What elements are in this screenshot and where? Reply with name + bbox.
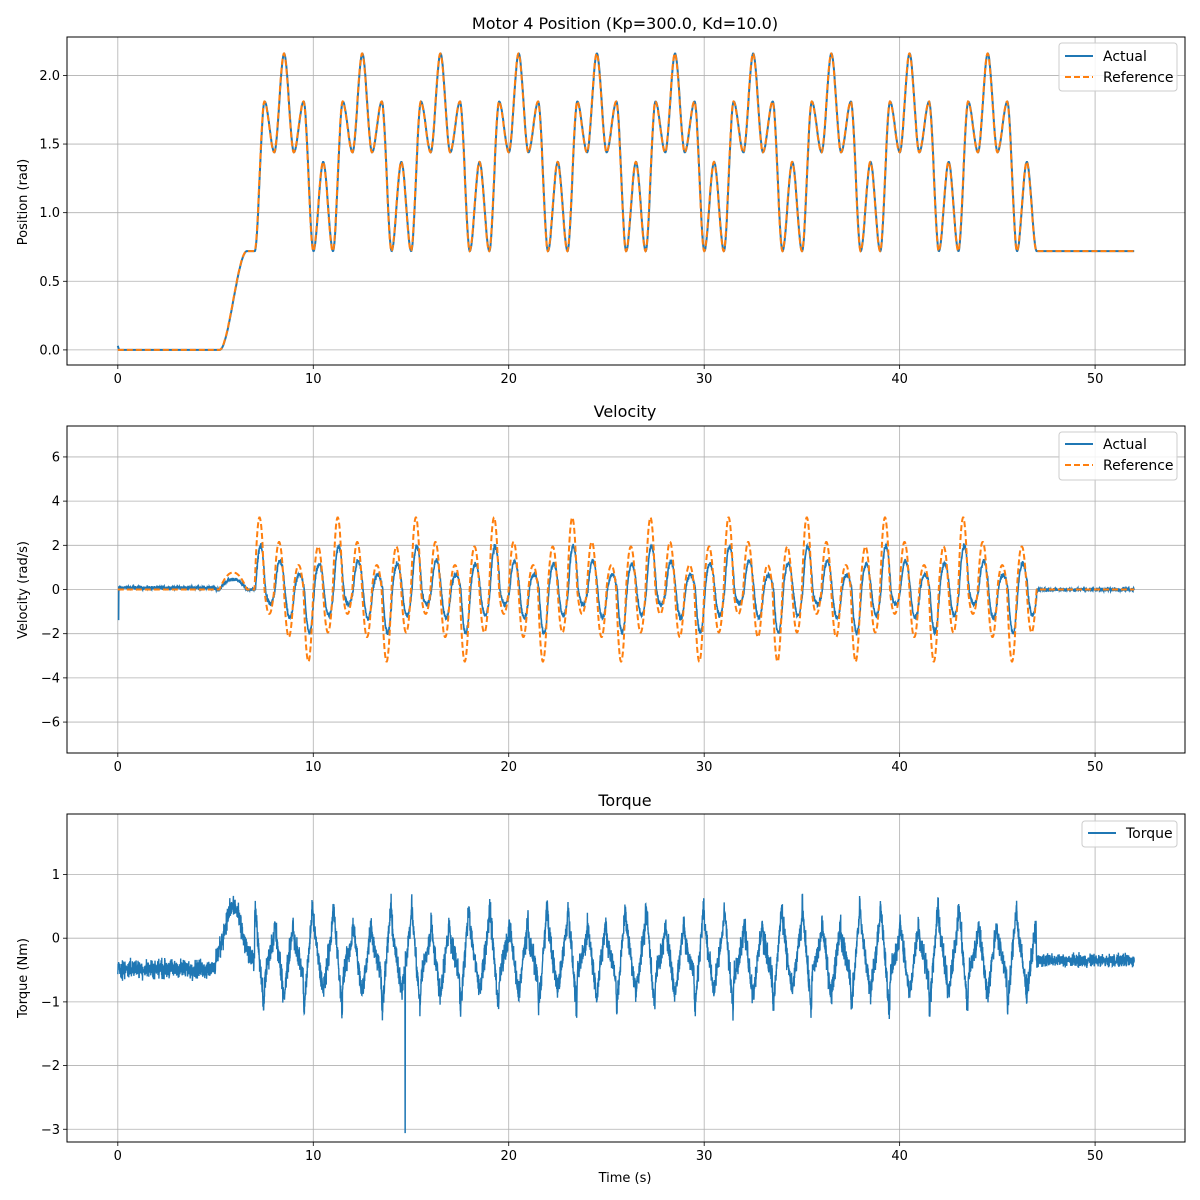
torque-legend: Torque [1081,820,1178,848]
velocity-ytick-label: −2 [41,627,60,642]
velocity-reference-line [117,516,1135,663]
torque-ytick-label: 1 [52,868,60,883]
velocity-axes-frame [66,425,1186,754]
position-xtick-label: 20 [500,372,517,387]
torque-xtick-label: 0 [114,1149,122,1164]
torque-xtick-label: 50 [1087,1149,1104,1164]
torque-xtick-label: 30 [696,1149,713,1164]
position-legend: Actual Reference [1058,42,1178,92]
position-xtick-label: 50 [1087,372,1104,387]
velocity-xtick-label: 30 [696,760,713,775]
position-xtick-label: 10 [305,372,322,387]
torque-xtick-label: 40 [891,1149,908,1164]
torque-xtick-label: 10 [305,1149,322,1164]
velocity-ytick-label: 0 [52,583,60,598]
position-ytick-label: 1.5 [39,138,60,153]
torque-ytick-label: −3 [41,1123,60,1138]
torque-legend-label: Torque [1125,826,1173,842]
velocity-title: Velocity [594,402,657,421]
position-ylabel: Position (rad) [16,159,31,245]
position-legend-actual-label: Actual [1103,49,1147,65]
velocity-actual-line [117,542,1135,636]
position-ytick-label: 0.0 [39,343,60,358]
torque-ytick-label: −2 [41,1059,60,1074]
position-axes-frame [66,36,1186,366]
torque-ticks: 0 10 20 30 40 50 −3 −2 −1 0 1 [41,868,1104,1164]
velocity-panel: Velocity Velocity (rad/s) 0 10 20 30 40 50−6−… [16,402,1186,775]
torque-panel: Torque Torque (Nm) Time (s) 0 10 20 30 40 50−… [16,791,1186,1186]
velocity-ylabel: Velocity (rad/s) [16,541,31,639]
torque-xlabel: Time (s) [598,1171,652,1186]
velocity-xtick-label: 50 [1087,760,1104,775]
position-ytick-label: 2.0 [39,69,60,84]
velocity-legend: Actual Reference [1058,431,1178,481]
position-legend-reference-label: Reference [1103,70,1174,86]
velocity-lines [117,516,1135,663]
torque-axes-frame [66,813,1186,1143]
position-xtick-label: 30 [696,372,713,387]
position-panel: Motor 4 Position (Kp=300.0, Kd=10.0) Pos… [16,14,1186,387]
torque-line [117,893,1135,1134]
velocity-ytick-label: −6 [41,716,60,731]
torque-lines [117,893,1135,1134]
velocity-legend-actual-label: Actual [1103,437,1147,453]
velocity-grid [67,426,1185,753]
position-reference-line [117,51,1135,351]
position-ticks: 0 10 20 30 40 50 0.0 0.5 1.0 1.5 2.0 [39,69,1103,387]
torque-legend-box [1081,820,1178,848]
torque-ytick-label: −1 [41,995,60,1010]
position-xtick-label: 0 [114,372,122,387]
velocity-xtick-label: 40 [891,760,908,775]
torque-ylabel: Torque (Nm) [16,938,31,1019]
velocity-ytick-label: −4 [41,671,60,686]
velocity-ticks: 0 10 20 30 40 50 −6 −4 −2 0 2 4 6 [41,450,1104,775]
torque-xtick-label: 20 [500,1149,517,1164]
velocity-xtick-label: 0 [114,760,122,775]
torque-grid [67,814,1185,1142]
velocity-ytick-label: 2 [52,539,60,554]
torque-ytick-label: 0 [52,932,60,947]
position-ytick-label: 0.5 [39,275,60,290]
position-title: Motor 4 Position (Kp=300.0, Kd=10.0) [472,14,778,33]
velocity-legend-reference-label: Reference [1103,458,1174,474]
torque-title: Torque [597,791,651,810]
velocity-ytick-label: 6 [52,450,60,465]
position-ytick-label: 1.0 [39,206,60,221]
velocity-ytick-label: 4 [52,495,60,510]
position-grid [67,37,1185,365]
position-xtick-label: 40 [891,372,908,387]
position-lines [116,51,1135,351]
velocity-xtick-label: 20 [500,760,517,775]
velocity-xtick-label: 10 [305,760,322,775]
